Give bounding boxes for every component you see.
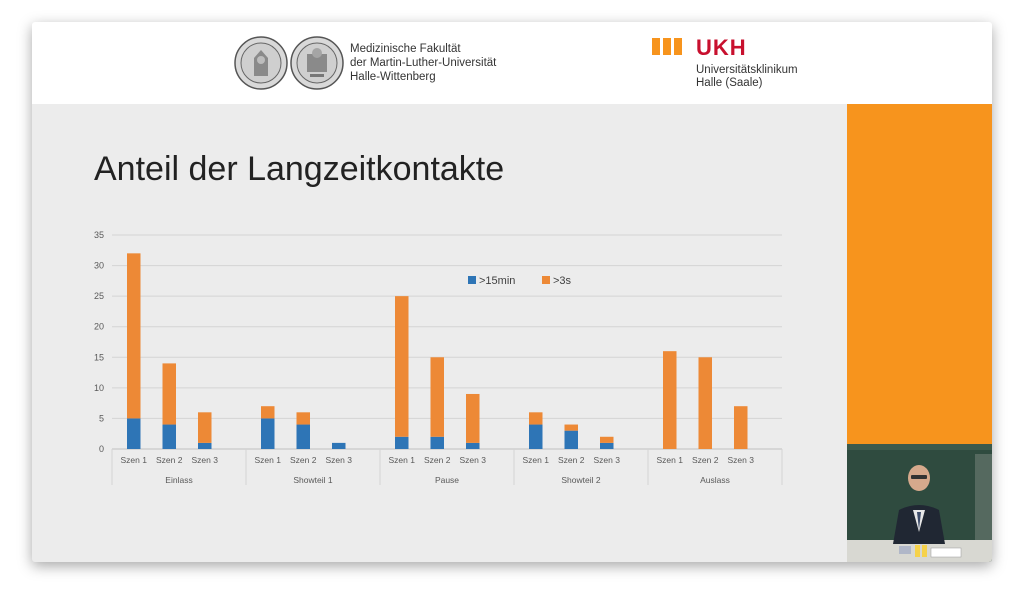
- x-tick-label: Szen 2: [156, 455, 183, 465]
- ukh-bars-icon: [652, 38, 685, 60]
- y-tick-label: 5: [99, 413, 104, 423]
- x-tick-label: Szen 3: [594, 455, 621, 465]
- bar-15min: [466, 442, 480, 449]
- bar-15min: [600, 442, 614, 449]
- x-tick-label: Szen 2: [424, 455, 451, 465]
- slide-title: Anteil der Langzeitkontakte: [94, 150, 505, 188]
- bar-15min: [529, 424, 543, 449]
- bar-3s: [261, 406, 275, 419]
- faculty-line-2: der Martin-Luther-Universität: [350, 57, 497, 69]
- bar-3s: [395, 296, 409, 437]
- group-label: Auslass: [700, 475, 730, 485]
- presenter-video-icon: [847, 444, 992, 562]
- bar-3s: [698, 357, 712, 449]
- group-label: Showteil 2: [561, 475, 600, 485]
- bar-15min: [162, 424, 176, 449]
- bar-15min: [127, 418, 141, 449]
- orange-side-panel: [847, 104, 992, 444]
- university-seal-icon: [234, 36, 288, 90]
- bar-3s: [162, 363, 176, 425]
- bar-15min: [198, 442, 212, 449]
- bar-3s: [734, 406, 748, 449]
- x-tick-label: Szen 2: [558, 455, 585, 465]
- ukh-name: Universitätsklinikum Halle (Saale): [696, 64, 798, 90]
- x-tick-label: Szen 1: [389, 455, 416, 465]
- y-tick-label: 35: [94, 230, 104, 240]
- bar-3s: [600, 436, 614, 443]
- faculty-name: Medizinische Fakultät der Martin-Luther-…: [350, 42, 496, 84]
- x-tick-label: Szen 2: [290, 455, 317, 465]
- y-tick-label: 25: [94, 291, 104, 301]
- x-tick-label: Szen 3: [326, 455, 353, 465]
- bar-15min: [332, 442, 346, 449]
- legend-label: >15min: [479, 275, 515, 287]
- presentation-window: Medizinische Fakultät der Martin-Luther-…: [32, 22, 992, 562]
- stacked-bar-chart: 0 5 10 15 20 25 30 35 Szen 1 Szen 2 Szen 3 Szen 1 Sz…: [94, 230, 783, 485]
- legend-label: >3s: [553, 275, 572, 287]
- x-tick-label: Szen 1: [523, 455, 550, 465]
- x-tick-label: Szen 1: [121, 455, 148, 465]
- y-tick-label: 20: [94, 322, 104, 332]
- x-tick-label: Szen 3: [192, 455, 219, 465]
- bar-3s: [296, 412, 310, 425]
- webcam-feed: [847, 444, 992, 562]
- faculty-line-1: Medizinische Fakultät: [350, 43, 461, 55]
- y-tick-label: 0: [99, 444, 104, 454]
- x-tick-label: Szen 2: [692, 455, 719, 465]
- group-label: Einlass: [165, 475, 192, 485]
- bar-3s: [430, 357, 444, 437]
- slide-header: Medizinische Fakultät der Martin-Luther-…: [32, 22, 992, 104]
- university-seal-2-icon: [290, 36, 344, 90]
- group-label: Pause: [435, 475, 459, 485]
- y-tick-label: 15: [94, 352, 104, 362]
- y-tick-label: 10: [94, 383, 104, 393]
- bar-3s: [127, 253, 141, 419]
- group-label: Showteil 1: [293, 475, 332, 485]
- bar-15min: [430, 436, 444, 449]
- legend-swatch-3s: [542, 276, 550, 284]
- faculty-line-3: Halle-Wittenberg: [350, 71, 436, 83]
- bar-3s: [466, 393, 480, 443]
- bar-3s: [564, 424, 578, 431]
- x-tick-label: Szen 3: [460, 455, 487, 465]
- x-tick-label: Szen 1: [657, 455, 684, 465]
- bar-3s: [663, 351, 677, 449]
- x-tick-label: Szen 3: [728, 455, 755, 465]
- ukh-logo: UKH: [696, 35, 747, 60]
- ukh-line-2: Halle (Saale): [696, 77, 763, 89]
- bar-15min: [261, 418, 275, 449]
- bar-3s: [529, 412, 543, 425]
- ukh-line-1: Universitätsklinikum: [696, 64, 798, 76]
- bar-15min: [296, 424, 310, 449]
- bar-15min: [564, 430, 578, 449]
- bar-15min: [395, 436, 409, 449]
- y-tick-label: 30: [94, 261, 104, 271]
- legend-swatch-15min: [468, 276, 476, 284]
- bar-3s: [198, 412, 212, 443]
- x-tick-label: Szen 1: [255, 455, 282, 465]
